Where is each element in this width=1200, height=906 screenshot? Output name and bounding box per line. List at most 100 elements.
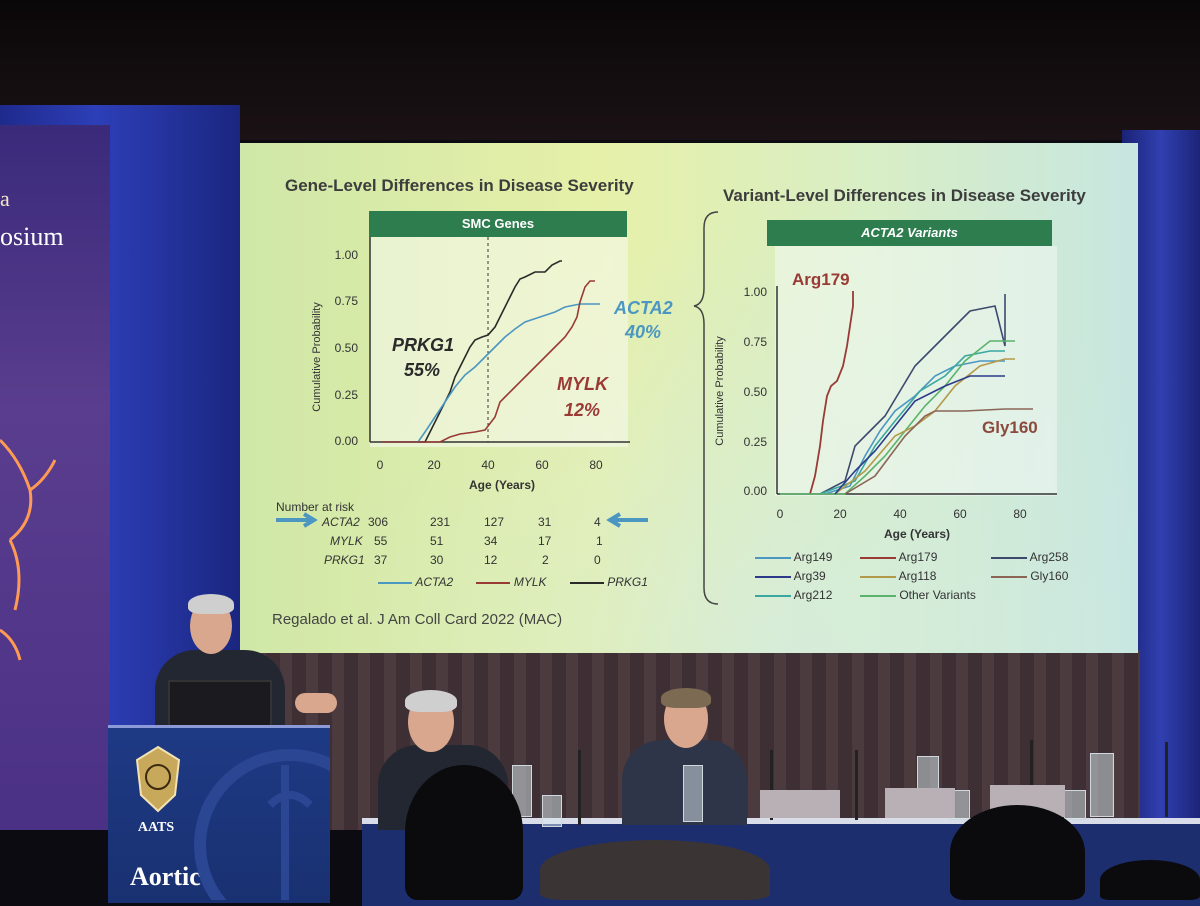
risk-row-mylk: MYLK 55 51 34 17 1 [330, 534, 630, 548]
mylk-percent: 12% [564, 400, 601, 420]
left-xtick: 0 [377, 458, 384, 472]
right-ylabel: Cumulative Probability [714, 336, 726, 446]
right-ytick: 0.75 [744, 335, 768, 349]
panelist-1-hair [405, 690, 457, 712]
banner-letter: a [0, 186, 10, 211]
arg179-annotation: Arg179 [792, 270, 850, 289]
legend-label: ACTA2 [415, 575, 454, 589]
risk-value: 31 [538, 515, 552, 529]
arg258-curve [819, 294, 1006, 495]
risk-value: 1 [596, 534, 603, 548]
legend-label: Gly160 [1030, 569, 1069, 583]
acta2-percent: 40% [625, 322, 662, 342]
symposium-banner [0, 125, 110, 830]
legend-label: Other Variants [899, 588, 976, 602]
legend-label: MYLK [513, 575, 547, 589]
left-ytick: 0.50 [335, 341, 359, 355]
left-xtick: 20 [427, 458, 441, 472]
risk-value: 34 [484, 534, 498, 548]
banner-vein-graphic [0, 438, 57, 661]
audience-head [540, 840, 770, 900]
legend-swatch-arg39 [755, 575, 791, 578]
legend-swatch-other [860, 594, 896, 597]
prkg1-percent: 55% [404, 360, 441, 380]
left-ytick: 0.25 [335, 388, 359, 402]
risk-value: 231 [430, 515, 451, 529]
legend-swatch-gly160 [991, 575, 1027, 578]
podium-aats-label: AATS [137, 820, 175, 835]
bracket-graphic [693, 211, 719, 605]
left-xtick: 60 [535, 458, 549, 472]
risk-value: 12 [484, 553, 498, 567]
right-km-chart: 1.00 0.75 0.50 0.25 0.00 0 20 40 60 80 A… [714, 246, 1057, 541]
legend-swatch-arg212 [755, 594, 791, 597]
prkg1-curve [382, 260, 562, 443]
risk-row-label: ACTA2 [322, 515, 360, 529]
legend-label: Arg149 [793, 550, 833, 564]
right-ytick: 1.00 [744, 285, 768, 299]
left-heading: Gene-Level Differences in Disease Severi… [285, 176, 634, 195]
risk-value: 30 [430, 553, 444, 567]
right-arrow-icon [276, 512, 318, 528]
legend-swatch-arg149 [755, 556, 791, 559]
arg39-curve [834, 375, 1005, 495]
banner-text: osium [0, 222, 64, 251]
left-xtick: 80 [589, 458, 603, 472]
legend-swatch-prkg1 [569, 581, 604, 584]
legend-label: Arg179 [898, 550, 938, 564]
legend-swatch-mylk [476, 581, 511, 584]
right-ytick: 0.25 [744, 435, 768, 449]
left-km-chart: 1.00 0.75 0.50 0.25 0.00 0 20 40 60 80 A… [311, 237, 630, 492]
audience-head [950, 805, 1085, 900]
water-pitcher [1090, 753, 1114, 817]
water-glass [542, 795, 562, 827]
left-green-bar: SMC Genes [369, 211, 627, 237]
left-arrow-icon [606, 512, 648, 528]
right-ytick: 0.00 [744, 484, 768, 498]
other-variants-curve [780, 340, 1015, 495]
right-xtick: 80 [1013, 507, 1027, 521]
mylk-curve [382, 280, 595, 443]
laptop [168, 680, 272, 729]
legend-label: Arg258 [1029, 550, 1069, 564]
legend-label: Arg212 [793, 588, 833, 602]
risk-value: 4 [594, 515, 601, 529]
risk-row-label: PRKG1 [324, 553, 365, 567]
legend-swatch-arg179 [860, 556, 896, 559]
risk-value: 17 [538, 534, 552, 548]
arg179-curve [809, 291, 854, 495]
legend-swatch-acta2 [378, 581, 412, 584]
arg212-curve [819, 350, 1005, 495]
legend-swatch-arg118 [860, 575, 896, 578]
podium-emblem-graphic [194, 749, 330, 900]
risk-value: 2 [542, 553, 549, 567]
risk-value: 127 [484, 515, 505, 529]
right-xlabel: Age (Years) [884, 527, 950, 541]
gly160-annotation: Gly160 [982, 418, 1038, 437]
risk-value: 0 [594, 553, 601, 567]
right-xtick: 0 [777, 507, 784, 521]
right-xtick: 40 [893, 507, 907, 521]
risk-row-label: MYLK [330, 534, 363, 548]
microphone [1030, 740, 1033, 818]
left-ytick: 0.75 [335, 294, 359, 308]
legend-label: PRKG1 [607, 575, 648, 589]
right-heading: Variant-Level Differences in Disease Sev… [723, 186, 1086, 205]
risk-value: 306 [368, 515, 389, 529]
risk-row-prkg1: PRKG1 37 30 12 2 0 [324, 553, 624, 567]
risk-value: 55 [374, 534, 388, 548]
chair [760, 790, 840, 818]
left-xtick: 40 [481, 458, 495, 472]
speaker-hair [188, 594, 234, 614]
right-xtick: 20 [833, 507, 847, 521]
risk-row-acta2: ACTA2 306 231 127 31 4 [322, 515, 622, 529]
left-ytick: 1.00 [335, 248, 359, 262]
water-pitcher [683, 765, 703, 822]
panelist-2-hair [661, 688, 711, 708]
microphone [770, 750, 773, 820]
acta2-annotation: ACTA2 [614, 298, 673, 318]
microphone [855, 750, 858, 820]
audience-head [405, 765, 523, 900]
legend-label: Arg118 [898, 569, 937, 583]
legend-label: Arg39 [793, 569, 826, 583]
